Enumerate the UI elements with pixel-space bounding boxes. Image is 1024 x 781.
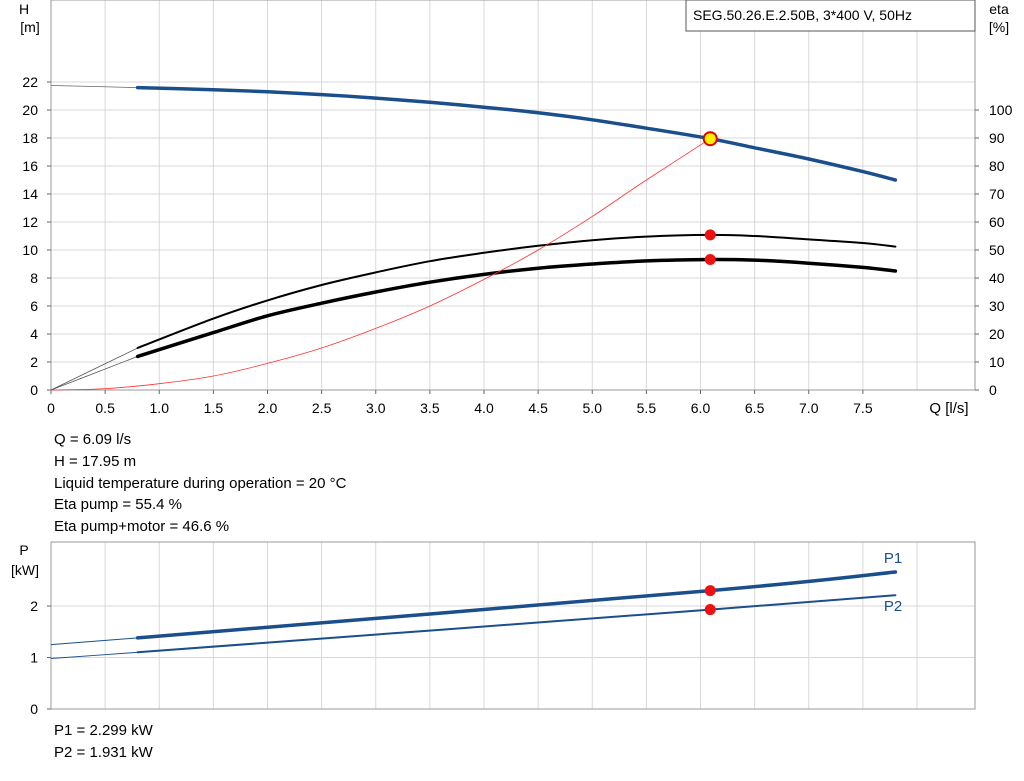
x-tick-label: 3.5 [420, 400, 440, 416]
y2-tick-label: 60 [989, 214, 1005, 230]
y-tick-label: 4 [30, 326, 38, 342]
x-tick-label: 6.0 [691, 400, 711, 416]
duty-points [702, 131, 718, 266]
grid [51, 542, 975, 709]
power-p1: P1 = 2.299 kW [54, 722, 153, 739]
y2-tick-label: 70 [989, 186, 1005, 202]
y-axis-label: H [19, 1, 29, 17]
duty-h: H = 17.95 m [54, 453, 137, 470]
y-axis-unit: [m] [20, 19, 39, 35]
y2-tick-labels: 0 10 20 30 40 50 60 70 80 90 100 [975, 102, 1013, 398]
series-eta-pump-motor [135, 257, 898, 359]
series-p2 [136, 594, 897, 654]
x-tick-labels: 0 0.5 1.0 1.5 2.0 2.5 3.0 3.5 4.0 4.5 5.0 5.5 6.0 6.5… [47, 390, 873, 416]
power-point-marker [704, 604, 716, 616]
plot-frame [50, 0, 976, 391]
y2-tick-label: 50 [989, 242, 1005, 258]
x-tick-label: 3.0 [366, 400, 386, 416]
y2-axis-unit: [%] [989, 19, 1009, 35]
y2-tick-label: 40 [989, 270, 1005, 286]
y-tick-label: 0 [30, 701, 38, 717]
y-tick-label: 14 [22, 186, 38, 202]
series-p1 [135, 570, 898, 640]
y-tick-label: 8 [30, 270, 38, 286]
series-extension-p2 [50, 651, 138, 659]
x-tick-label: 1.0 [150, 400, 170, 416]
x-tick-label: 2.0 [258, 400, 278, 416]
head-efficiency-chart: 0 0.5 1.0 1.5 2.0 2.5 3.0 3.5 4.0 4.5 5.0 5.5 6.0 6.5… [19, 0, 1013, 417]
series-extension-eta-pump [50, 347, 138, 391]
series-eta-pump [136, 233, 897, 349]
power-chart: 0 1 2 P [kW] P1 P2 [11, 541, 976, 717]
x-tick-label: 4.5 [528, 400, 548, 416]
x-tick-label: 0.5 [95, 400, 115, 416]
efficiency-point-marker [704, 229, 716, 241]
power-point-marker [704, 585, 716, 597]
series-labels: P1 P2 [884, 550, 902, 615]
series-system-curve [50, 138, 711, 391]
x-axis-label: Q [l/s] [929, 400, 968, 417]
y-tick-label: 2 [30, 354, 38, 370]
y2-tick-label: 80 [989, 158, 1005, 174]
y-axis-unit: [kW] [11, 562, 39, 578]
y-tick-label: 6 [30, 298, 38, 314]
series-label-p1: P1 [884, 550, 902, 567]
y-tick-label: 22 [22, 74, 38, 90]
series-h [135, 85, 898, 182]
x-tick-label: 7.5 [853, 400, 873, 416]
x-tick-label: 5.0 [583, 400, 603, 416]
liquid-temperature: Liquid temperature during operation = 20… [54, 475, 347, 492]
x-tick-label: 1.5 [204, 400, 224, 416]
pump-label-box: SEG.50.26.E.2.50B, 3*400 V, 50Hz [685, 0, 976, 32]
pump-label: SEG.50.26.E.2.50B, 3*400 V, 50Hz [693, 7, 912, 23]
power-p2: P2 = 1.931 kW [54, 744, 153, 761]
y-tick-labels: 0 2 4 6 8 10 12 14 16 18 20 22 [22, 74, 51, 398]
series-extension-eta-pump-motor [50, 356, 138, 391]
y-tick-label: 12 [22, 214, 38, 230]
eta-pump: Eta pump = 55.4 % [54, 496, 182, 513]
grid [51, 0, 975, 390]
y2-axis-label: eta [989, 1, 1009, 17]
y-tick-label: 18 [22, 130, 38, 146]
y-tick-label: 2 [30, 598, 38, 614]
x-tick-label: 7.0 [799, 400, 819, 416]
x-tick-label: 4.0 [474, 400, 494, 416]
y2-tick-label: 0 [989, 382, 997, 398]
y-tick-label: 16 [22, 158, 38, 174]
x-tick-label: 6.5 [745, 400, 765, 416]
x-tick-label: 2.5 [312, 400, 332, 416]
series-extension-p1 [50, 637, 138, 646]
series-extension-h [50, 85, 138, 88]
series-label-p2: P2 [884, 598, 902, 615]
series-group [50, 85, 898, 391]
y-tick-label: 1 [30, 650, 38, 666]
y-tick-label: 10 [22, 242, 38, 258]
y2-tick-label: 90 [989, 130, 1005, 146]
y-tick-label: 20 [22, 102, 38, 118]
y-axis-label: P [19, 542, 28, 558]
plot-frame [50, 541, 976, 710]
efficiency-point-marker [704, 254, 716, 266]
x-tick-label: 0 [47, 400, 55, 416]
y2-tick-label: 100 [989, 102, 1013, 118]
x-tick-label: 5.5 [637, 400, 657, 416]
y-tick-label: 0 [30, 382, 38, 398]
duty-points [704, 585, 716, 616]
y-tick-labels: 0 1 2 [30, 598, 51, 717]
duty-point-marker [702, 131, 718, 147]
duty-q: Q = 6.09 l/s [54, 431, 132, 448]
y2-tick-label: 10 [989, 354, 1005, 370]
y2-tick-label: 30 [989, 298, 1005, 314]
y2-tick-label: 20 [989, 326, 1005, 342]
eta-pump-motor: Eta pump+motor = 46.6 % [54, 518, 230, 535]
series-group [50, 570, 898, 659]
